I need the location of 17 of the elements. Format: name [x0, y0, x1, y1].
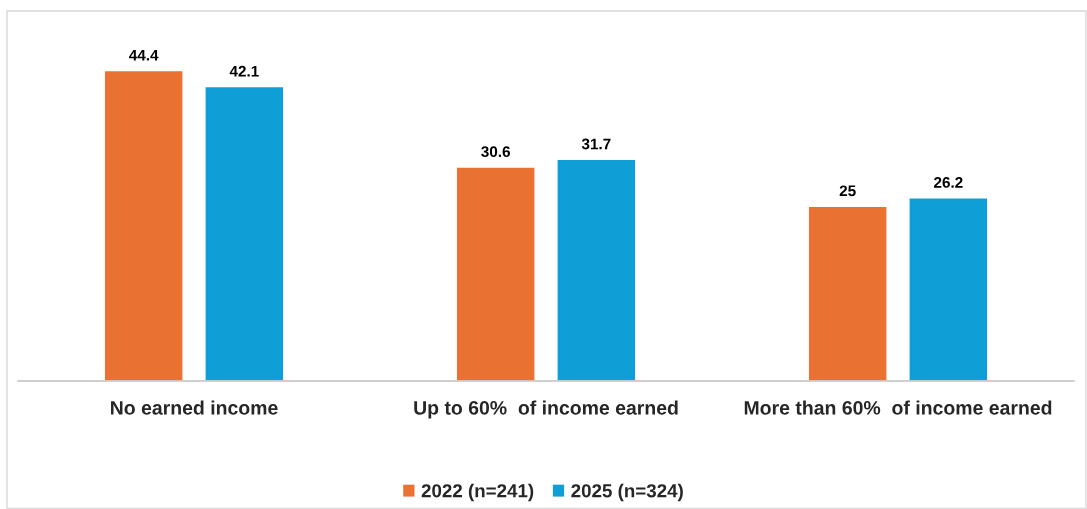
data-label: 31.7	[581, 138, 611, 150]
data-label: 25	[839, 185, 856, 197]
data-label: 42.1	[229, 65, 259, 77]
x-tick-label: Up to 60% of income earned	[414, 400, 678, 419]
x-tick-label: No earned income	[111, 400, 278, 415]
legend-label: 2022 (n=241)	[421, 483, 534, 502]
data-label: 44.4	[129, 49, 159, 61]
data-label: 30.6	[481, 146, 510, 158]
legend-label: 2025 (n=324)	[571, 483, 683, 502]
bar	[103, 69, 184, 381]
bar	[908, 197, 989, 381]
data-label: 26.2	[934, 177, 963, 188]
bar	[556, 158, 637, 381]
x-tick-label: More than 60% of income earned	[744, 400, 1052, 415]
bar	[807, 205, 888, 381]
bar	[455, 166, 536, 381]
bar	[204, 85, 285, 381]
